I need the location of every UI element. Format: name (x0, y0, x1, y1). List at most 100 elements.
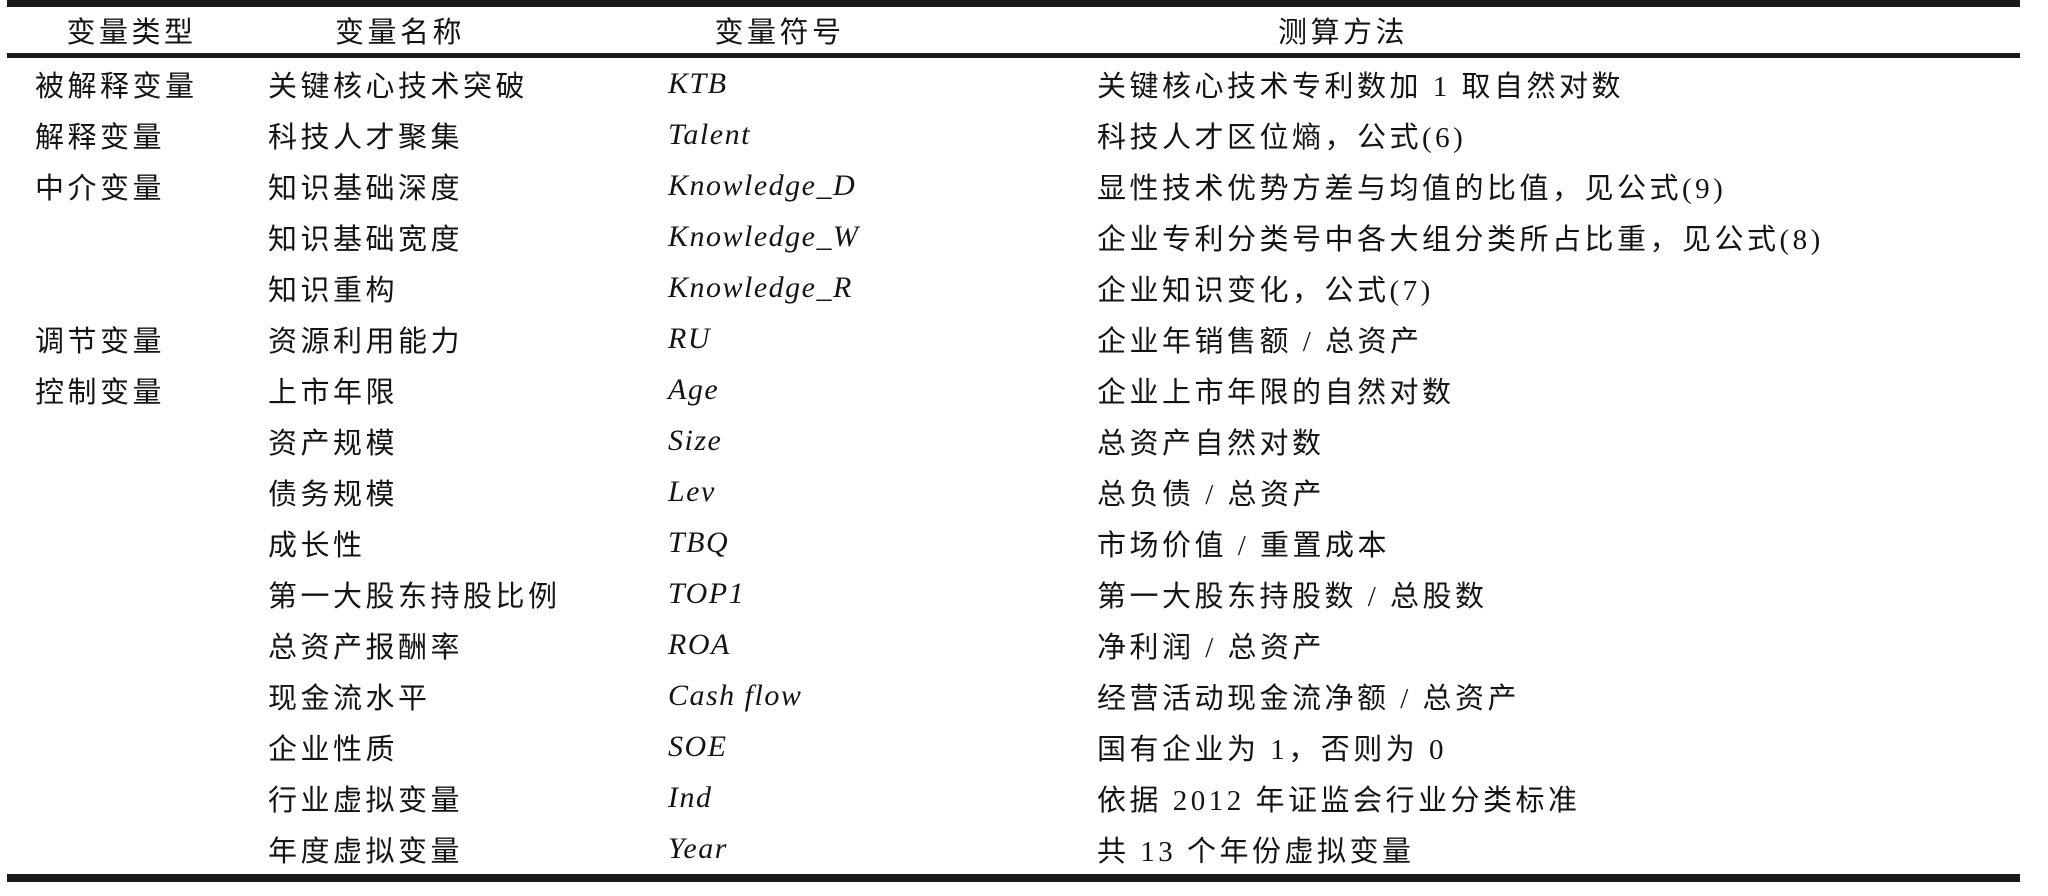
cell-variable-type: 被解释变量 (35, 70, 198, 103)
cell-variable-name: 行业虚拟变量 (268, 784, 464, 817)
cell-method: 净利润 / 总资产 (1097, 631, 1326, 664)
cell-method: 总资产自然对数 (1097, 427, 1325, 460)
cell-variable-name: 上市年限 (268, 376, 399, 409)
cell-variable-name: 资产规模 (268, 427, 399, 460)
table-row: 企业性质 SOE 国有企业为 1，否则为 0 (7, 721, 2020, 772)
cell-method: 共 13 个年份虚拟变量 (1097, 835, 1415, 868)
cell-variable-symbol: Knowledge_W (544, 211, 1015, 262)
cell-variable-type (7, 466, 256, 517)
cell-variable-symbol: Size (544, 415, 1015, 466)
variable-symbol-text: Knowledge_D (668, 168, 857, 202)
cell-variable-type: 控制变量 (35, 376, 166, 409)
variable-symbol-text: Knowledge_R (668, 270, 853, 304)
cell-variable-symbol: TOP1 (544, 568, 1015, 619)
variable-symbol-text: KTB (668, 66, 728, 100)
cell-variable-symbol: TBQ (544, 517, 1015, 568)
variable-symbol-text: Age (668, 372, 720, 406)
cell-variable-name: 总资产报酬率 (268, 631, 464, 664)
cell-variable-type (7, 415, 256, 466)
table-row: 现金流水平 Cash flow 经营活动现金流净额 / 总资产 (7, 670, 2020, 721)
table-row: 知识基础宽度 Knowledge_W 企业专利分类号中各大组分类所占比重，见公式… (7, 211, 2020, 262)
cell-variable-type: 中介变量 (35, 172, 166, 205)
table-row: 年度虚拟变量 Year 共 13 个年份虚拟变量 (7, 823, 2020, 878)
table-row: 中介变量 知识基础深度 Knowledge_D 显性技术优势方差与均值的比值，见… (7, 160, 2020, 211)
cell-method: 显性技术优势方差与均值的比值，见公式(9) (1097, 172, 1727, 205)
cell-method: 经营活动现金流净额 / 总资产 (1097, 682, 1521, 715)
table-row: 成长性 TBQ 市场价值 / 重置成本 (7, 517, 2020, 568)
cell-variable-name: 知识基础深度 (268, 172, 464, 205)
cell-variable-type (7, 823, 256, 878)
table-row: 第一大股东持股比例 TOP1 第一大股东持股数 / 总股数 (7, 568, 2020, 619)
variable-symbol-text: TBQ (668, 525, 730, 559)
cell-variable-name: 科技人才聚集 (268, 121, 464, 154)
header-row: 变量类型 变量名称 变量符号 测算方法 (7, 3, 2020, 58)
table-row: 资产规模 Size 总资产自然对数 (7, 415, 2020, 466)
header-variable-symbol: 变量符号 (544, 3, 1015, 58)
cell-variable-type (7, 568, 256, 619)
cell-method: 关键核心技术专利数加 1 取自然对数 (1097, 70, 1625, 103)
variable-symbol-text: TOP1 (668, 576, 746, 610)
variable-symbol-text: Cash flow (668, 678, 803, 712)
variable-symbol-text: Talent (668, 117, 751, 151)
variable-symbol-text: Size (668, 423, 723, 457)
cell-variable-symbol: Talent (544, 109, 1015, 160)
cell-variable-symbol: Ind (544, 772, 1015, 823)
cell-variable-type (7, 619, 256, 670)
variable-symbol-text: Knowledge_W (668, 219, 860, 253)
cell-variable-name: 第一大股东持股比例 (268, 580, 561, 613)
cell-variable-type (7, 721, 256, 772)
cell-method: 总负债 / 总资产 (1097, 478, 1326, 511)
cell-variable-symbol: Year (544, 823, 1015, 878)
variable-symbol-text: Lev (668, 474, 716, 508)
variable-symbol-text: Ind (668, 780, 713, 814)
cell-method: 科技人才区位熵，公式(6) (1097, 121, 1467, 154)
variables-table-container: 变量类型 变量名称 变量符号 测算方法 被解释变量 关键核心技术突破 KTB 关… (7, 0, 2020, 882)
variable-symbol-text: ROA (668, 627, 731, 661)
variable-symbol-text: SOE (668, 729, 728, 763)
header-variable-type: 变量类型 (7, 3, 256, 58)
table-row: 解释变量 科技人才聚集 Talent 科技人才区位熵，公式(6) (7, 109, 2020, 160)
cell-method: 依据 2012 年证监会行业分类标准 (1097, 784, 1581, 817)
cell-variable-name: 年度虚拟变量 (268, 835, 464, 868)
cell-variable-name: 债务规模 (268, 478, 399, 511)
cell-method: 企业专利分类号中各大组分类所占比重，见公式(8) (1097, 223, 1824, 256)
cell-variable-type (7, 211, 256, 262)
cell-method: 国有企业为 1，否则为 0 (1097, 733, 1448, 766)
cell-variable-name: 现金流水平 (268, 682, 431, 715)
table-row: 债务规模 Lev 总负债 / 总资产 (7, 466, 2020, 517)
cell-method: 第一大股东持股数 / 总股数 (1097, 580, 1488, 613)
cell-variable-symbol: KTB (544, 56, 1015, 110)
table-row: 知识重构 Knowledge_R 企业知识变化，公式(7) (7, 262, 2020, 313)
cell-variable-symbol: Knowledge_D (544, 160, 1015, 211)
cell-variable-type (7, 772, 256, 823)
table-row: 调节变量 资源利用能力 RU 企业年销售额 / 总资产 (7, 313, 2020, 364)
header-method: 测算方法 (1015, 3, 2020, 58)
header-variable-name: 变量名称 (256, 3, 544, 58)
variable-symbol-text: RU (668, 321, 711, 355)
cell-variable-symbol: RU (544, 313, 1015, 364)
cell-variable-symbol: SOE (544, 721, 1015, 772)
cell-method: 企业年销售额 / 总资产 (1097, 325, 1423, 358)
cell-variable-symbol: ROA (544, 619, 1015, 670)
cell-variable-symbol: Lev (544, 466, 1015, 517)
cell-variable-name: 知识基础宽度 (268, 223, 464, 256)
cell-method: 市场价值 / 重置成本 (1097, 529, 1391, 562)
cell-variable-type (7, 517, 256, 568)
table-row: 行业虚拟变量 Ind 依据 2012 年证监会行业分类标准 (7, 772, 2020, 823)
cell-variable-type (7, 670, 256, 721)
cell-method: 企业上市年限的自然对数 (1097, 376, 1455, 409)
table-row: 被解释变量 关键核心技术突破 KTB 关键核心技术专利数加 1 取自然对数 (7, 56, 2020, 110)
cell-variable-type: 调节变量 (35, 325, 166, 358)
cell-variable-symbol: Age (544, 364, 1015, 415)
cell-variable-name: 资源利用能力 (268, 325, 464, 358)
cell-variable-type (7, 262, 256, 313)
cell-variable-name: 知识重构 (268, 274, 399, 307)
variable-symbol-text: Year (668, 831, 728, 865)
cell-variable-name: 企业性质 (268, 733, 399, 766)
cell-variable-name: 成长性 (268, 529, 366, 562)
cell-variable-type: 解释变量 (35, 121, 166, 154)
cell-variable-symbol: Cash flow (544, 670, 1015, 721)
table-row: 控制变量 上市年限 Age 企业上市年限的自然对数 (7, 364, 2020, 415)
variables-table: 变量类型 变量名称 变量符号 测算方法 被解释变量 关键核心技术突破 KTB 关… (7, 0, 2020, 882)
cell-method: 企业知识变化，公式(7) (1097, 274, 1434, 307)
